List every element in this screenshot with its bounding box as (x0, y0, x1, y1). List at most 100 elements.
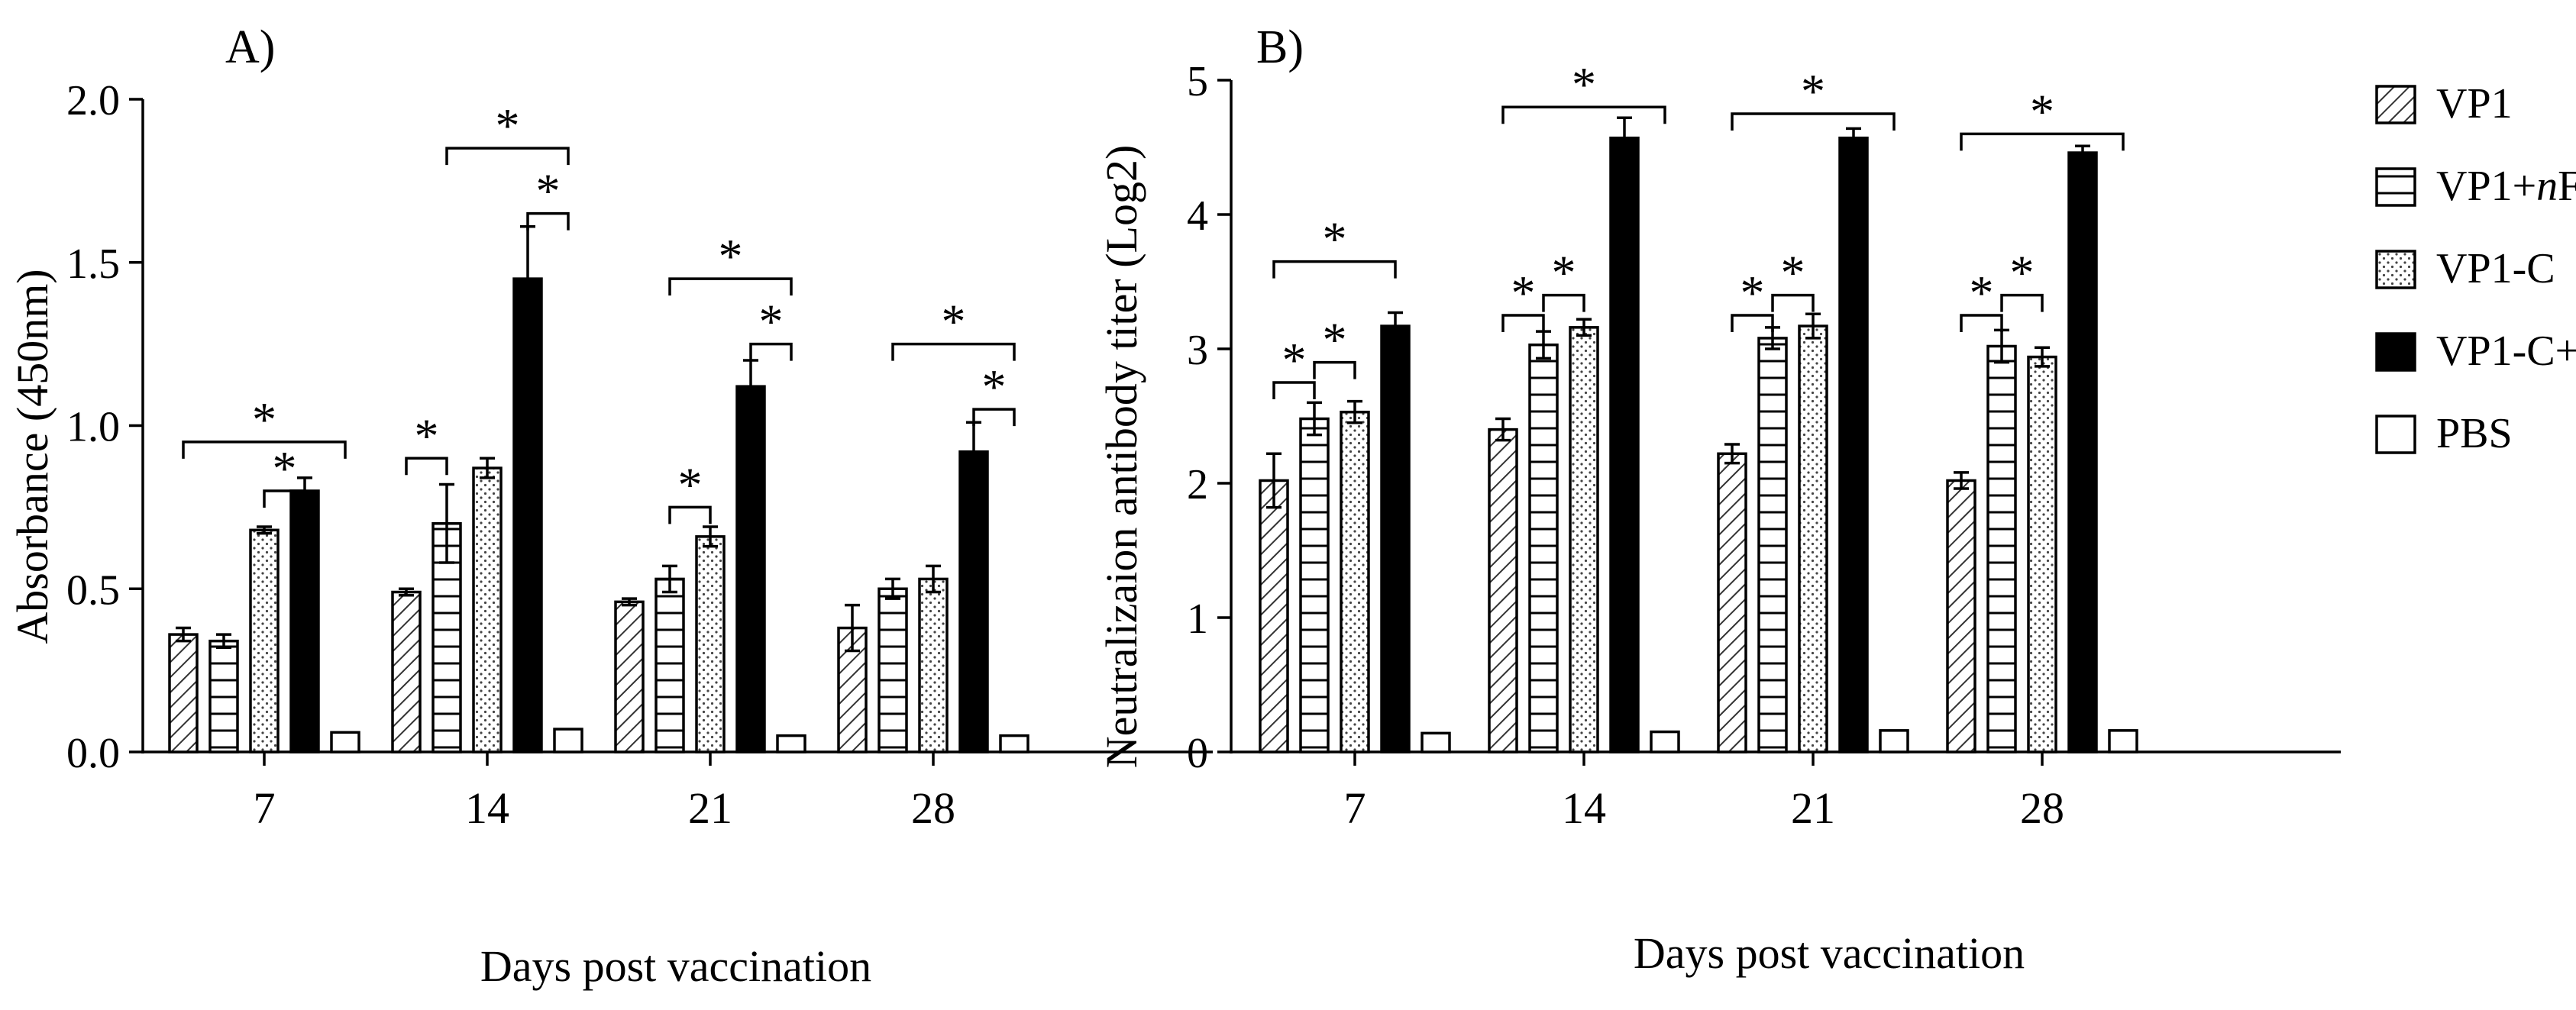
panel-a-y-tick-label: 0.5 (66, 566, 120, 614)
panel-a-significance-bracket (749, 342, 793, 361)
panel-a-bar-diag-day-14 (391, 590, 422, 753)
legend-label: VP1-C+nFliC (2436, 328, 2576, 375)
panel-b-significance-bracket (1272, 260, 1397, 279)
panel-b-significance-bracket (1501, 105, 1666, 124)
panel-a-chart: A) Absorbance (450nm) Days post vaccinat… (8, 21, 1213, 991)
panel-a-label: A) (225, 21, 275, 73)
panel-b-significance-bracket (1771, 293, 1815, 312)
panel-b-bar-empty-day-7 (1421, 731, 1451, 753)
panel-a-error-bar (480, 457, 495, 479)
panel-b-error-bar (1307, 401, 1322, 437)
panel-b-x-tick-label: 7 (1344, 783, 1366, 833)
panel-b-significance-star: * (1572, 57, 1596, 111)
legend-label-italic: n (2536, 163, 2558, 210)
panel-a-error-bar (845, 603, 860, 653)
panel-a-x-axis-label: Days post vaccination (480, 941, 871, 991)
panel-a-error-bar (926, 564, 941, 594)
legend-label-part: VP1-C (2436, 245, 2555, 292)
panel-b-significance-star: * (2030, 84, 2054, 138)
panel-b-bar-hlines-day-21 (1757, 337, 1788, 753)
panel-b-significance-star: * (1323, 313, 1347, 367)
panel-a-significance-star: * (719, 229, 743, 283)
panel-b-bar-hlines-day-7 (1299, 417, 1330, 753)
panel-b-y-tick-label: 2 (1187, 461, 1208, 508)
panel-b-significance-star: * (1552, 246, 1576, 300)
legend-label: VP1 (2436, 80, 2513, 127)
panel-b-significance-star: * (1801, 64, 1825, 118)
panel-a-error-bar (439, 482, 454, 564)
panel-a-bar-hlines-day-28 (878, 587, 908, 753)
panel-b-error-bar (2075, 144, 2090, 161)
panel-a-bar-dots-day-7 (249, 528, 280, 753)
panel-b-x-tick-label: 14 (1562, 783, 1606, 833)
panel-a-significance-bracket (972, 408, 1016, 427)
panel-a-error-bar (885, 577, 900, 600)
panel-a-error-bar (176, 626, 191, 643)
panel-b-bar-empty-day-14 (1650, 730, 1680, 753)
panel-a-significance-bracket (405, 457, 448, 476)
legend-label: VP1-C (2436, 245, 2555, 292)
panel-b-label: B) (1256, 21, 1304, 73)
panel-b-significance-star: * (1282, 333, 1307, 387)
panel-a-bar-diag-day-21 (614, 600, 645, 753)
panel-a-error-bar (216, 633, 231, 649)
legend-swatch-empty (2375, 415, 2416, 454)
panel-b-bar-dots-day-21 (1798, 324, 1828, 753)
legend-swatch-dots (2375, 250, 2416, 289)
panel-a-significance-bracket (526, 211, 570, 231)
legend-swatch-diag (2375, 85, 2416, 124)
panel-b-x-tick-label: 21 (1791, 783, 1835, 833)
panel-a-significance-star: * (678, 457, 703, 511)
panel-b-significance-star: * (1781, 246, 1805, 300)
panel-a-x-tick-label: 7 (254, 783, 276, 833)
panel-b-error-bar (1617, 116, 1632, 160)
panel-a-bar-empty-day-21 (776, 734, 806, 753)
panel-b-error-bar (1266, 452, 1282, 509)
panel-b-significance-bracket (1960, 314, 2003, 332)
panel-b-bar-empty-day-21 (1879, 729, 1909, 753)
panel-a-bar-dots-day-21 (695, 535, 726, 753)
panel-a-significance-bracket (891, 342, 1016, 361)
panel-a-bar-empty-day-7 (330, 731, 360, 753)
panel-a-y-tick-label: 1.0 (66, 404, 120, 451)
panel-a-bar-solid-day-21 (735, 385, 766, 753)
panel-b-bar-diag-day-28 (1946, 479, 1976, 753)
panel-a-significance-star: * (536, 164, 561, 218)
legend-label-part: VP1+ (2436, 163, 2536, 210)
panel-b-significance-star: * (1511, 266, 1536, 320)
panel-a-significance-bracket (445, 147, 570, 166)
panel-a-bar-empty-day-28 (999, 734, 1029, 753)
panel-b-bar-dots-day-7 (1340, 410, 1370, 753)
panel-b-significance-bracket (1731, 314, 1774, 332)
panel-a-significance-bracket (668, 505, 712, 524)
panel-a-bar-solid-day-7 (289, 489, 320, 753)
panel-b-significance-bracket (2000, 293, 2044, 312)
legend-label: VP1+nFliC (2436, 163, 2576, 210)
panel-a-significance-star: * (273, 441, 297, 495)
panel-a-x-tick-label: 14 (465, 783, 509, 833)
panel-b-significance-star: * (1970, 266, 1994, 320)
panel-b-significance-bracket (1960, 132, 2125, 151)
legend-label: PBS (2436, 410, 2513, 457)
panel-b-bar-diag-day-7 (1259, 479, 1289, 753)
panel-b-error-bar (1495, 417, 1511, 442)
panel-b-error-bar (1805, 312, 1821, 340)
panel-b-bar-hlines-day-28 (1986, 344, 2017, 753)
panel-a-error-bar (662, 564, 677, 594)
panel-b-bar-dots-day-14 (1569, 326, 1599, 753)
panel-a-error-bar (399, 587, 414, 597)
panel-a-bar-dots-day-14 (472, 466, 503, 753)
panel-b-significance-bracket (1731, 112, 1896, 131)
panel-b-error-bar (1576, 318, 1592, 337)
panel-a-significance-bracket (668, 277, 793, 296)
panel-b-error-bar (1724, 443, 1740, 465)
panel-b-bar-dots-day-28 (2027, 355, 2057, 753)
panel-a-significance-star: * (942, 295, 966, 349)
panel-b-error-bar (2035, 346, 2050, 368)
panel-b-significance-bracket (1313, 360, 1356, 379)
panel-b-significance-star: * (2010, 246, 2035, 300)
panel-b-chart: B) Neutralizaion antibody titer (Log2) D… (1097, 21, 2341, 978)
panel-b-bar-diag-day-14 (1488, 428, 1518, 753)
panel-b-y-tick-label: 5 (1187, 58, 1208, 105)
panel-b-bar-diag-day-21 (1717, 452, 1747, 753)
